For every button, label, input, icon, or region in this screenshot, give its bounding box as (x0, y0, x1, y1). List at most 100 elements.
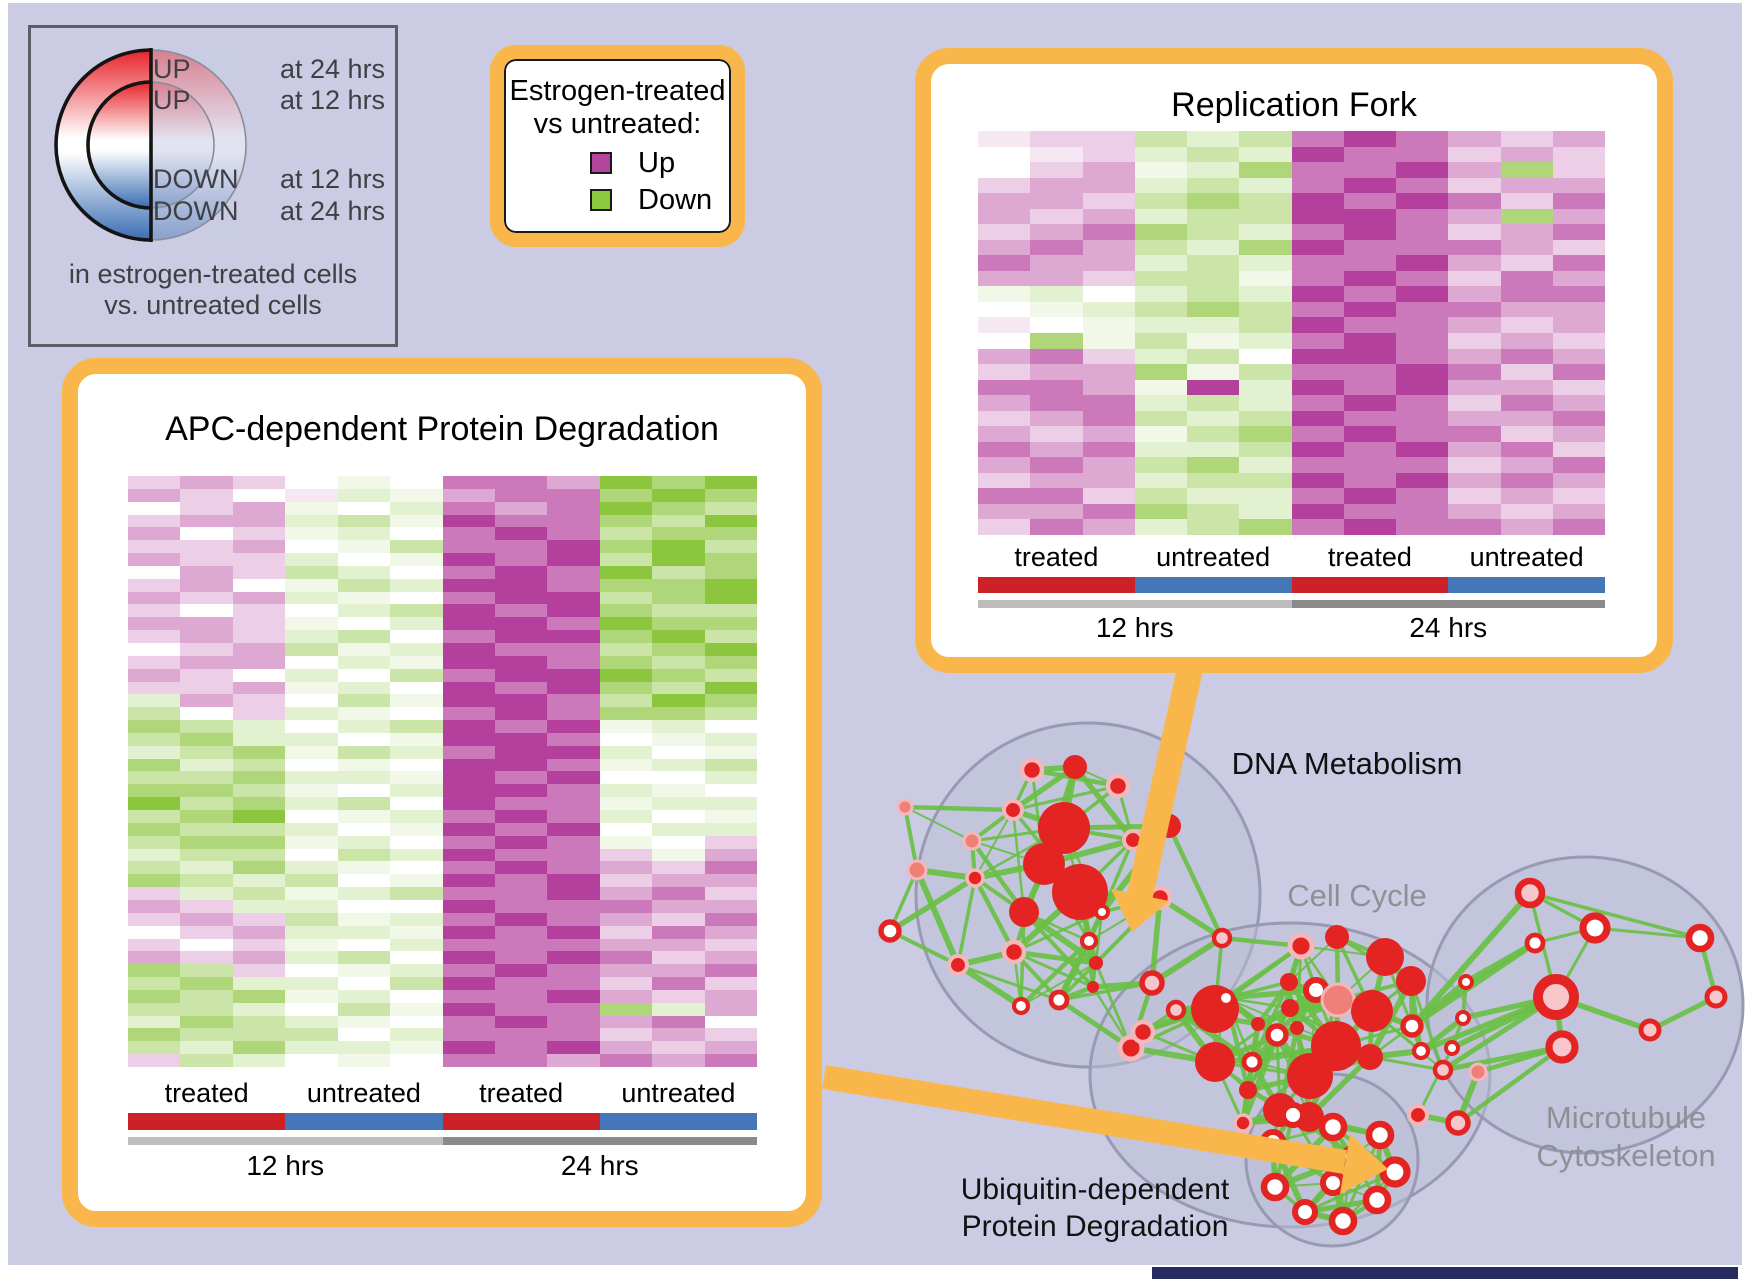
time-label: 12 hrs (246, 1150, 325, 1181)
heatmap-cell (494, 604, 548, 618)
heatmap-cell (180, 797, 233, 811)
heatmap-cell (1187, 503, 1240, 520)
heatmap-cell (232, 578, 286, 592)
heatmap-cell (1082, 317, 1135, 333)
heatmap-cell (1134, 364, 1187, 380)
heatmap-cell (1239, 488, 1292, 504)
heatmap-cell (494, 668, 548, 682)
heatmap-cell (128, 835, 181, 849)
heatmap-cell (599, 1041, 653, 1055)
heatmap-cell (547, 899, 600, 913)
heatmap-cell (1134, 410, 1187, 427)
heatmap-cell (1187, 488, 1240, 504)
direction-label: UP (153, 85, 191, 115)
heatmap-cell (494, 758, 548, 772)
heatmap-cell (652, 476, 705, 489)
heatmap-cell (1552, 177, 1605, 194)
heatmap-cell (1134, 426, 1187, 442)
heatmap-cell (547, 822, 600, 836)
heatmap-cell (1030, 301, 1083, 318)
heatmap-cell (1396, 131, 1449, 147)
heatmap-cell (285, 861, 338, 875)
heatmap-cell (1343, 239, 1396, 256)
rf-time-labels: 12 hrs 24 hrs (978, 612, 1605, 644)
heatmap-cell (1448, 379, 1501, 396)
heatmap-cell (337, 861, 391, 875)
heatmap-cell (232, 707, 286, 721)
heatmap-cell (1552, 162, 1605, 178)
heatmap-cell (1239, 317, 1292, 333)
heatmap-cell (1396, 379, 1449, 396)
heatmap-cell (128, 887, 181, 900)
up-swatch (590, 152, 612, 174)
heatmap-cell (1396, 208, 1449, 225)
heatmap-cell (652, 964, 705, 978)
heatmap-cell (1134, 146, 1187, 163)
heatmap-cell (978, 379, 1031, 396)
heatmap-cell (494, 899, 548, 913)
heatmap-cell (652, 604, 705, 618)
heatmap-cell (599, 861, 653, 875)
heatmap-cell (1552, 224, 1605, 240)
heatmap-cell (232, 630, 286, 644)
heatmap-cell (390, 578, 443, 592)
heatmap-cell (128, 1028, 181, 1042)
heatmap-cell (1291, 426, 1344, 442)
condition-bar-untreated (285, 1113, 443, 1130)
heatmap-cell (442, 899, 495, 913)
heatmap-cell (337, 540, 391, 554)
heatmap-cell (1134, 224, 1187, 240)
heatmap-cell (128, 694, 181, 708)
heatmap-cell (337, 694, 391, 708)
heatmap-cell (180, 694, 233, 708)
heatmap-cell (232, 848, 286, 862)
heatmap-cell (652, 861, 705, 875)
heatmap-cell (1552, 441, 1605, 458)
timepoint-label: at 24 hrs (280, 196, 386, 226)
heatmap-cell (704, 591, 757, 605)
heatmap-cell (1396, 224, 1449, 240)
heatmap-cell (652, 758, 705, 772)
heatmap-cell (337, 668, 391, 682)
heatmap-cell (390, 1054, 443, 1067)
heatmap-cell (390, 977, 443, 990)
estrogen-legend-box: Estrogen-treated vs untreated: Up Down (490, 45, 745, 247)
condition-bar-treated (442, 1113, 600, 1130)
heatmap-cell (599, 501, 653, 515)
heatmap-cell (494, 553, 548, 566)
heatmap-cell (1291, 348, 1344, 365)
heatmap-cell (1500, 239, 1553, 256)
heatmap-cell (1134, 379, 1187, 396)
heatmap-cell (442, 925, 495, 939)
rf-heatmap (978, 131, 1605, 535)
heatmap-cell (390, 681, 443, 695)
heatmap-cell (442, 476, 495, 489)
heatmap-cell (599, 758, 653, 772)
heatmap-cell (599, 732, 653, 746)
rf-condition-bar (978, 577, 1605, 593)
panel-apc-degradation: APC-dependent Protein Degradation treate… (62, 358, 822, 1227)
heatmap-cell (337, 630, 391, 644)
heatmap-cell (1396, 286, 1449, 302)
heatmap-cell (494, 488, 548, 502)
heatmap-cell (1030, 146, 1083, 163)
heatmap-cell (128, 681, 181, 695)
heatmap-cell (1500, 208, 1553, 225)
condition-label: untreated (1156, 542, 1271, 572)
heatmap-cell (1291, 131, 1344, 147)
heatmap-cell (978, 503, 1031, 520)
heatmap-cell (652, 938, 705, 952)
heatmap-cell (180, 874, 233, 888)
heatmap-cell (494, 527, 548, 541)
heatmap-cell (494, 707, 548, 721)
heatmap-cell (494, 874, 548, 888)
circle-legend-caption-1: in estrogen-treated cells (68, 259, 358, 289)
heatmap-cell (704, 604, 757, 618)
heatmap-cell (180, 1002, 233, 1016)
heatmap-cell (1448, 177, 1501, 194)
heatmap-cell (1291, 519, 1344, 535)
heatmap-cell (704, 784, 757, 798)
heatmap-cell (547, 912, 600, 926)
heatmap-cell (337, 707, 391, 721)
heatmap-cell (1082, 364, 1135, 380)
